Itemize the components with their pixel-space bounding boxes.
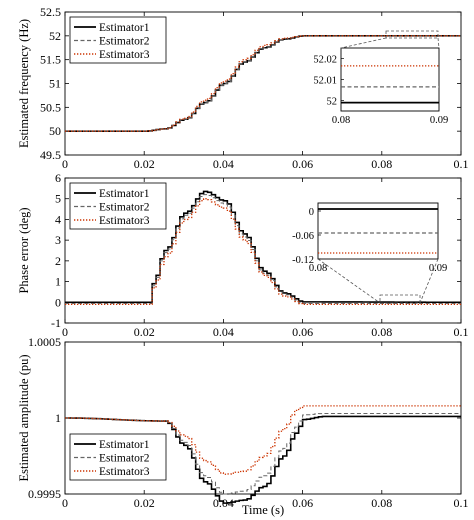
series-line-estimator3 (65, 405, 461, 475)
legend-label: Estimator1 (99, 22, 150, 34)
x-tick-label: 0.06 (292, 496, 313, 510)
x-tick-label: 0.08 (371, 325, 392, 339)
x-tick-label: 0.08 (371, 496, 392, 510)
series-line-estimator3 (65, 35, 461, 132)
y-tick-label: -1 (51, 316, 61, 330)
zoom-region-box (385, 30, 439, 39)
x-axis-label: Time (s) (242, 503, 284, 517)
inset-x-tick-label: 0.09 (430, 115, 448, 126)
legend-box (69, 433, 167, 481)
x-tick-label: 0 (62, 157, 68, 171)
y-tick-label: 51 (49, 77, 61, 91)
x-tick-label: 0 (62, 325, 68, 339)
y-tick-label: 0.9995 (28, 487, 61, 501)
inset-y-tick-label: 52.01 (313, 76, 337, 87)
zoom-region-box (379, 294, 421, 304)
inset-y-tick-label: 52 (327, 97, 338, 108)
inset-x-tick-label: 0.08 (309, 263, 327, 274)
inset-x-tick-label: 0.09 (429, 263, 447, 274)
zoom-connector (437, 37, 440, 49)
series-line-estimator2 (65, 412, 461, 495)
legend-label: Estimator1 (99, 439, 150, 451)
x-tick-label: 0.02 (134, 325, 155, 339)
y-tick-label: 52 (49, 29, 61, 43)
inset-frame (340, 47, 440, 112)
x-tick-label: 0.06 (292, 157, 313, 171)
legend-label: Estimator3 (99, 215, 150, 227)
inset-y-tick-label: -0.12 (292, 255, 314, 266)
y-tick-label: 6 (55, 171, 61, 185)
y-tick-label: 52.5 (40, 5, 61, 19)
legend-box (69, 16, 167, 64)
y-tick-label: 4 (55, 212, 61, 226)
inset-y-tick-label: 52.02 (313, 55, 337, 66)
zoom-connector (340, 37, 387, 49)
x-tick-label: 0.1 (454, 325, 469, 339)
inset-y-tick-label: 0 (309, 207, 314, 218)
y-tick-label: 51.5 (40, 53, 61, 67)
y-tick-label: 2 (55, 254, 61, 268)
plot-frame (64, 177, 462, 324)
x-tick-label: 0.1 (454, 496, 469, 510)
legend-label: Estimator3 (99, 49, 150, 61)
legend-box (69, 182, 167, 230)
y-tick-label: 50.5 (40, 100, 61, 114)
x-tick-label: 0.02 (134, 496, 155, 510)
y-tick-label: 49.5 (40, 148, 61, 162)
legend-label: Estimator1 (99, 188, 150, 200)
zoom-connector (317, 258, 381, 304)
series-line-estimator3 (65, 198, 461, 306)
zoom-connector (419, 258, 439, 304)
legend-label: Estimator2 (99, 36, 150, 48)
panel-1: 0 0.02 0.04 0.06 0.08 0.1 49.5 50 50.5 51 51.5 52 52… (17, 5, 469, 171)
y-tick-label: 1 (55, 275, 61, 289)
y-axis-label: Estimated amplitude (pu) (17, 354, 31, 481)
series-line-estimator1 (65, 190, 461, 304)
legend-label: Estimator2 (99, 453, 150, 465)
panel-3: 0 0.02 0.04 0.06 0.08 0.10.999511.0005Estimat… (17, 335, 469, 517)
y-tick-label: 0 (55, 295, 61, 309)
y-axis-label: Phase error (deg) (17, 207, 31, 293)
x-tick-label: 0.04 (213, 157, 234, 171)
y-tick-label: 1 (55, 411, 61, 425)
x-tick-label: 0 (62, 496, 68, 510)
x-tick-label: 0.06 (292, 325, 313, 339)
inset-zoom: 0.08 0.09 0 -0.06 -0.12 (292, 202, 447, 304)
inset-y-tick-label: -0.06 (292, 231, 314, 242)
x-tick-label: 0.08 (371, 157, 392, 171)
inset-zoom: 0.08 0.09 52 52.01 52.02 (313, 30, 448, 126)
y-tick-label: 50 (49, 124, 61, 138)
inset-x-tick-label: 0.08 (332, 115, 350, 126)
y-tick-label: 3 (55, 233, 61, 247)
legend-label: Estimator3 (99, 466, 150, 478)
inset-frame (317, 202, 439, 260)
legend-label: Estimator2 (99, 202, 150, 214)
x-tick-label: 0.02 (134, 157, 155, 171)
series-line-estimator2 (65, 194, 461, 305)
y-axis-label: Estimated frequency (Hz) (17, 19, 31, 148)
x-tick-label: 0.1 (454, 157, 469, 171)
y-tick-label: 1.0005 (28, 335, 61, 349)
y-tick-label: 5 (55, 192, 61, 206)
x-tick-label: 0.04 (213, 325, 234, 339)
